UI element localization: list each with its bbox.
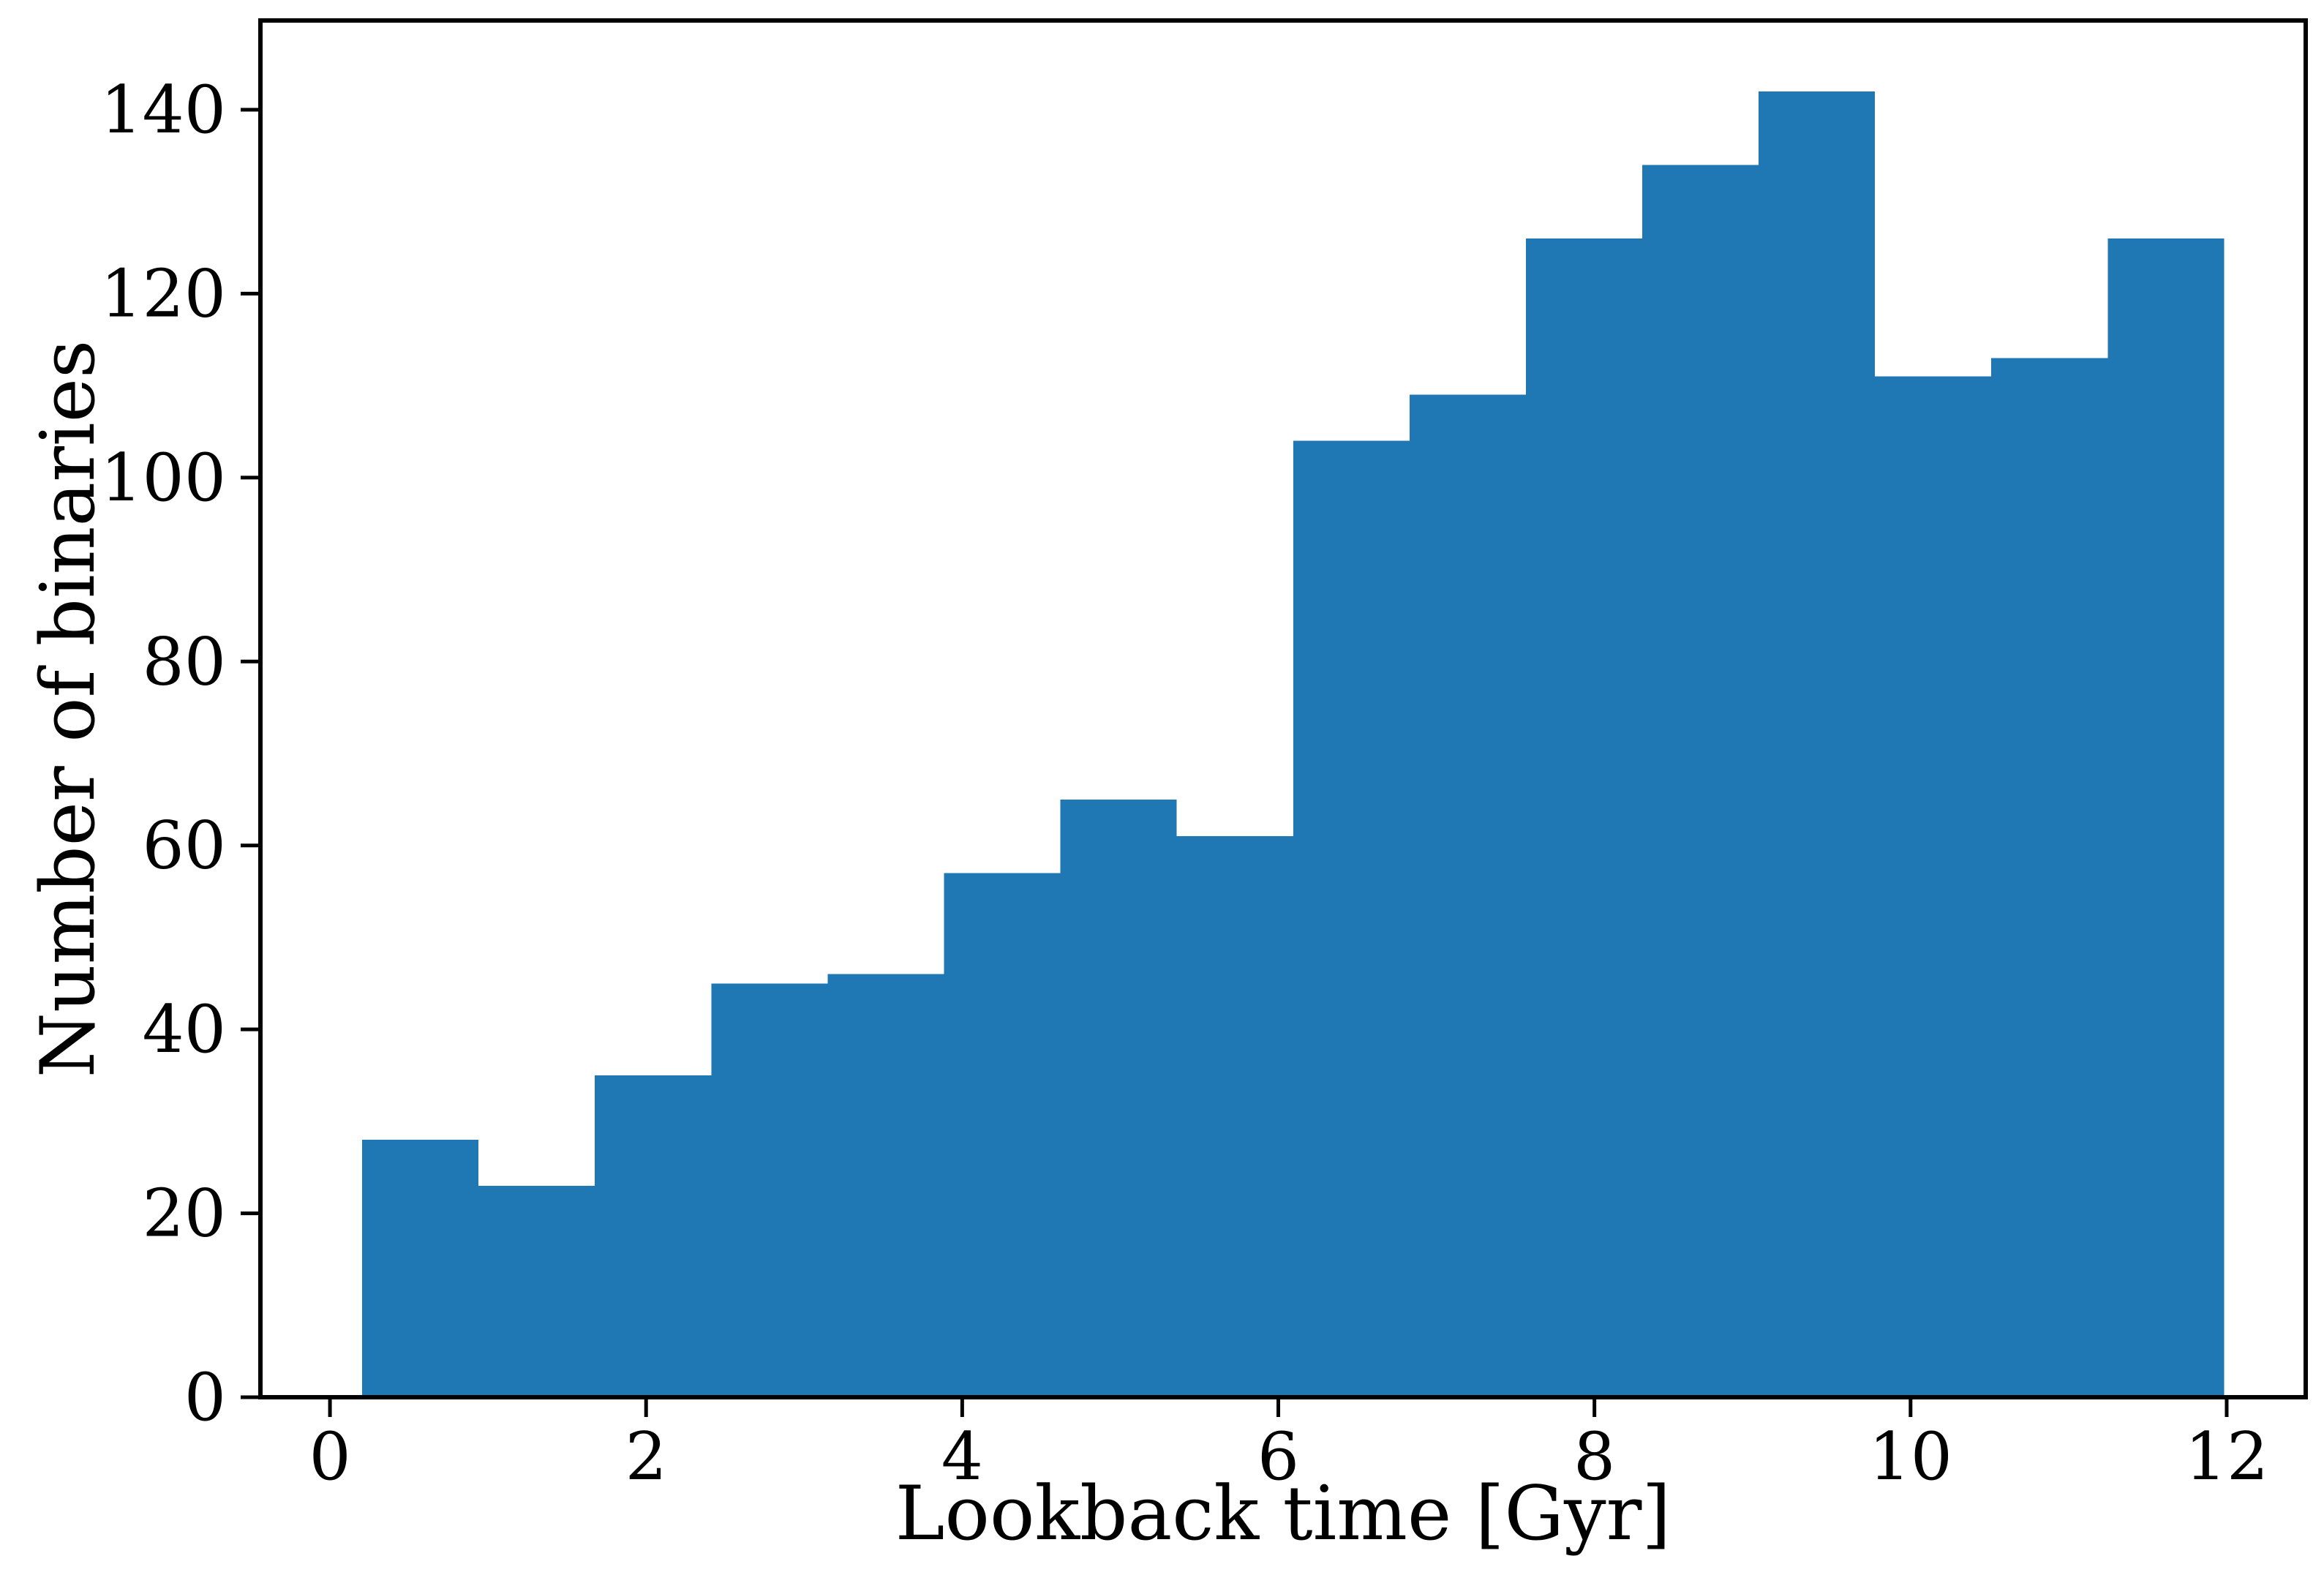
- histogram-bar: [595, 1075, 712, 1397]
- y-axis-label: Number of binaries: [25, 340, 112, 1078]
- histogram-bar: [827, 974, 944, 1397]
- y-tick-label: 100: [100, 440, 226, 516]
- x-tick-label: 0: [309, 1418, 350, 1495]
- axes-layer: 0 20 40 60 80 100 120 140 0 2 4 6 8 10 12: [100, 18, 2308, 1495]
- bars-layer: [362, 91, 2225, 1398]
- histogram-bar: [1293, 440, 1410, 1397]
- y-tick-label: 40: [142, 991, 226, 1068]
- histogram-bar: [1060, 799, 1177, 1397]
- y-tick-label: 140: [100, 72, 226, 149]
- y-tick-label: 80: [142, 623, 226, 700]
- x-tick-label: 10: [1869, 1418, 1953, 1495]
- y-tick-label: 0: [184, 1359, 226, 1436]
- x-axis-label: Lookback time [Gyr]: [895, 1470, 1671, 1557]
- histogram-bar: [711, 983, 828, 1397]
- histogram-bar: [362, 1139, 479, 1397]
- y-tick-label: 60: [142, 808, 226, 884]
- histogram-bar: [1758, 91, 1876, 1397]
- histogram-bar: [1409, 394, 1526, 1398]
- y-tick-label: 20: [142, 1176, 226, 1252]
- histogram-bar: [1176, 836, 1293, 1397]
- histogram-bar: [2107, 238, 2225, 1397]
- histogram-bar: [944, 873, 1061, 1397]
- x-tick-label: 8: [1573, 1418, 1615, 1495]
- histogram-bar: [1525, 238, 1642, 1397]
- x-tick-label: 6: [1257, 1418, 1299, 1495]
- x-tick-label: 4: [941, 1418, 983, 1495]
- histogram-bar: [1642, 165, 1759, 1397]
- histogram-bar: [1991, 358, 2108, 1397]
- plot-frame: [258, 18, 2308, 1399]
- x-tick-label: 12: [2185, 1418, 2269, 1495]
- x-tick-label: 2: [625, 1418, 667, 1495]
- histogram-bar: [1875, 376, 1992, 1397]
- histogram-bar: [478, 1185, 595, 1397]
- y-tick-label: 120: [100, 255, 226, 332]
